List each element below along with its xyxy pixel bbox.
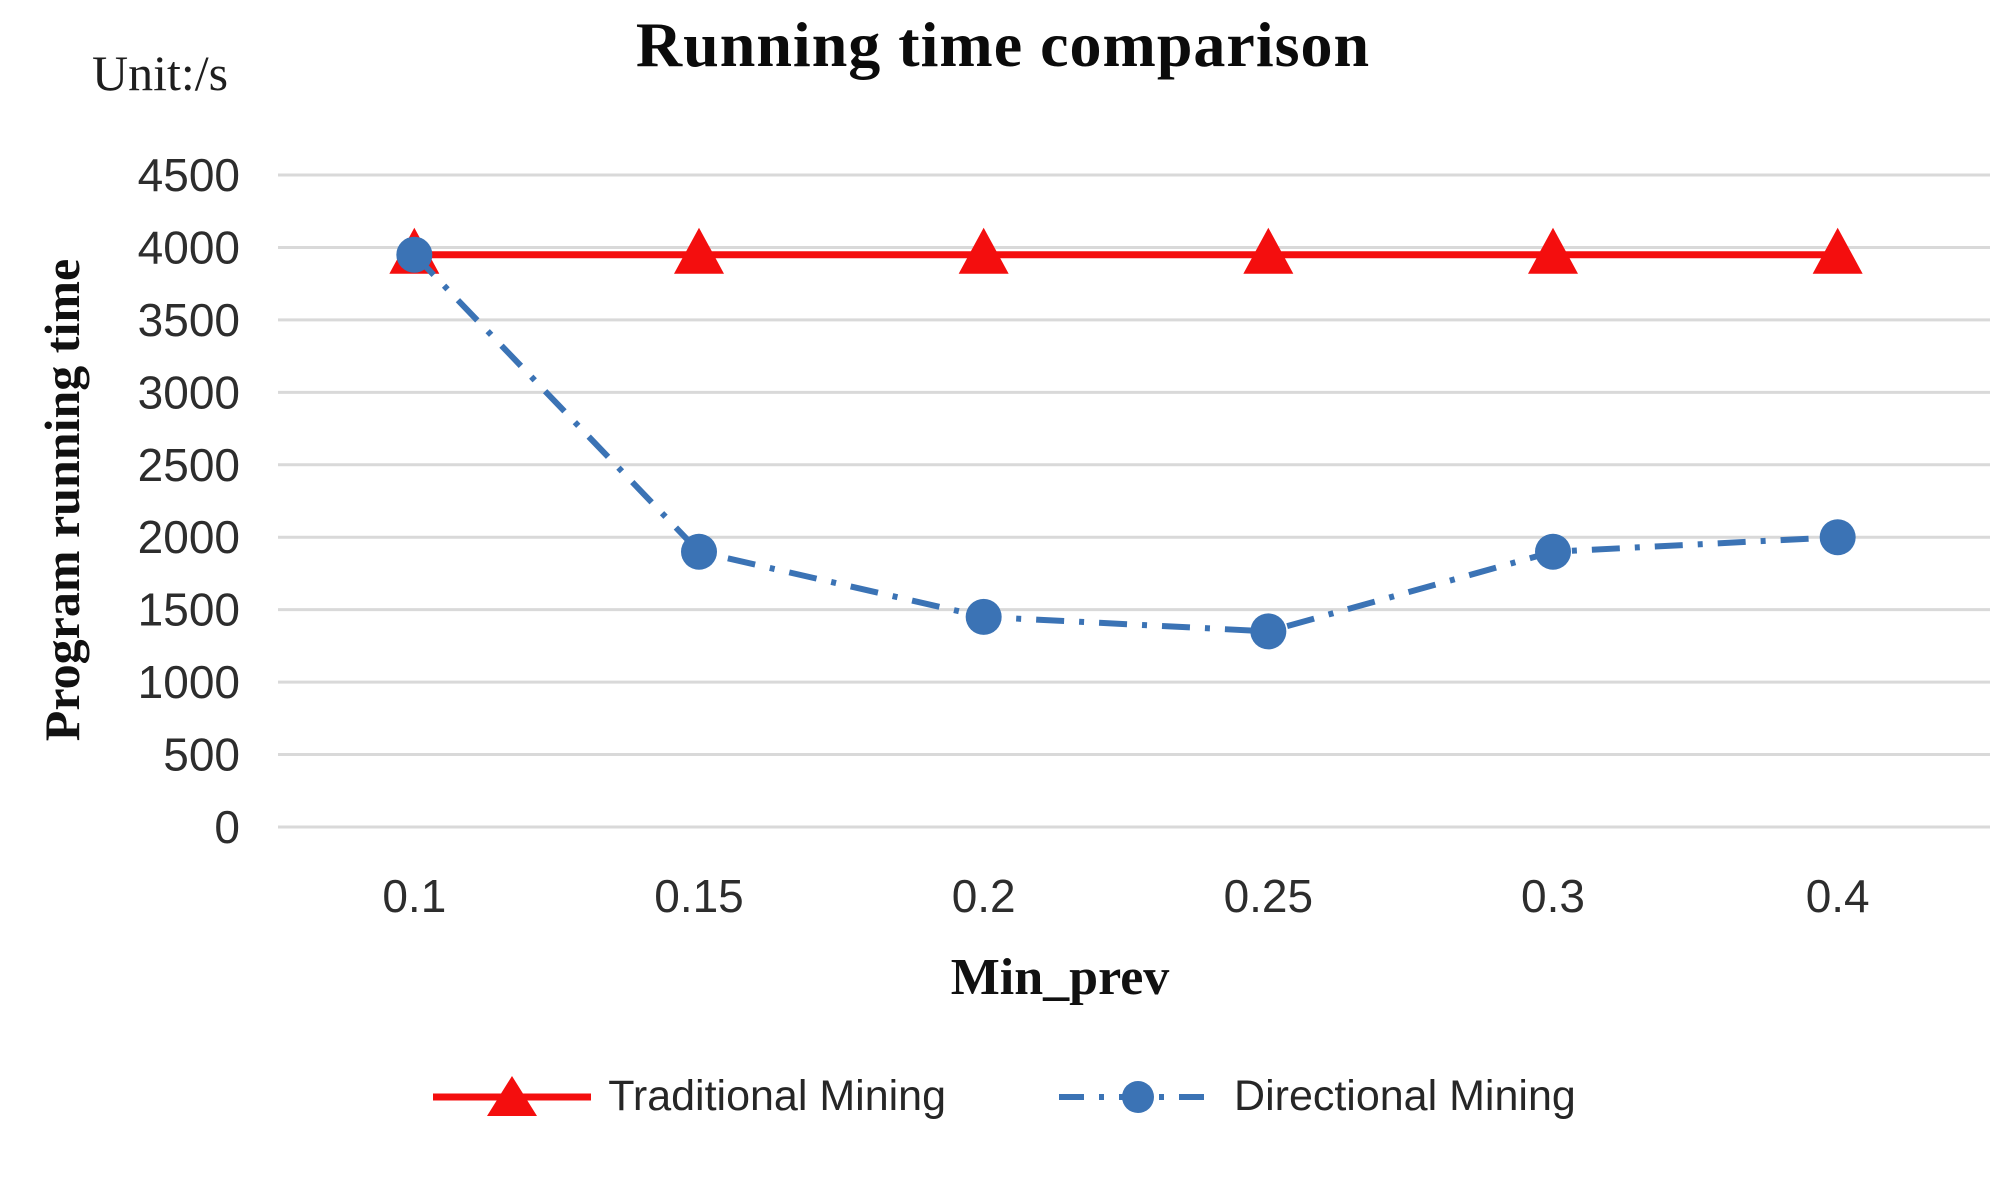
series-line-directional-mining	[412, 252, 1838, 635]
unit-label: Unit:/s	[92, 45, 229, 101]
circle-marker-icon	[396, 236, 433, 273]
traditional-mining-legend-swatch	[433, 1075, 592, 1116]
chart-title: Running time comparison	[635, 9, 1371, 80]
triangle-marker-icon	[1528, 227, 1578, 274]
x-axis-title: Min_prev	[950, 949, 1170, 1006]
triangle-marker-icon	[674, 227, 724, 274]
y-tick-label: 3000	[138, 366, 240, 418]
y-tick-label: 2000	[138, 511, 240, 563]
x-tick-label: 0.25	[1224, 870, 1314, 922]
y-tick-label: 500	[163, 729, 240, 781]
y-tick-label: 0	[214, 801, 240, 853]
y-tick-label: 3500	[138, 294, 240, 346]
triangle-marker-icon	[1243, 227, 1294, 274]
y-axis-title: Program running time	[34, 258, 90, 742]
circle-marker-icon	[965, 598, 1002, 635]
circle-marker-icon	[1535, 533, 1571, 570]
triangle-marker-icon	[958, 227, 1009, 274]
x-tick-label: 0.3	[1521, 870, 1585, 922]
circle-marker-icon	[1819, 519, 1856, 556]
y-tick-label: 1000	[138, 656, 240, 708]
legend-label: Traditional Mining	[608, 1072, 947, 1120]
legend-item-directional-mining: Directional Mining	[1056, 1072, 1576, 1121]
y-tick-label: 1500	[138, 584, 240, 636]
directional-mining-legend-swatch	[1059, 1080, 1218, 1113]
triangle-marker-icon	[487, 1075, 538, 1116]
y-tick-label: 4500	[138, 149, 240, 201]
legend: Traditional Mining Directional Mining	[0, 1072, 2006, 1121]
x-tick-label: 0.2	[952, 870, 1016, 922]
circle-marker-icon	[681, 533, 717, 570]
triangle-marker-icon	[1812, 227, 1863, 274]
legend-label: Directional Mining	[1234, 1072, 1576, 1120]
y-tick-label: 4000	[138, 221, 240, 273]
x-tick-label: 0.1	[382, 870, 446, 922]
legend-item-traditional-mining: Traditional Mining	[430, 1072, 946, 1121]
circle-marker-icon	[1250, 613, 1287, 650]
y-tick-label: 2500	[138, 439, 240, 491]
x-tick-label: 0.4	[1806, 870, 1870, 922]
x-tick-label: 0.15	[654, 870, 744, 922]
circle-marker-icon	[1122, 1080, 1155, 1113]
